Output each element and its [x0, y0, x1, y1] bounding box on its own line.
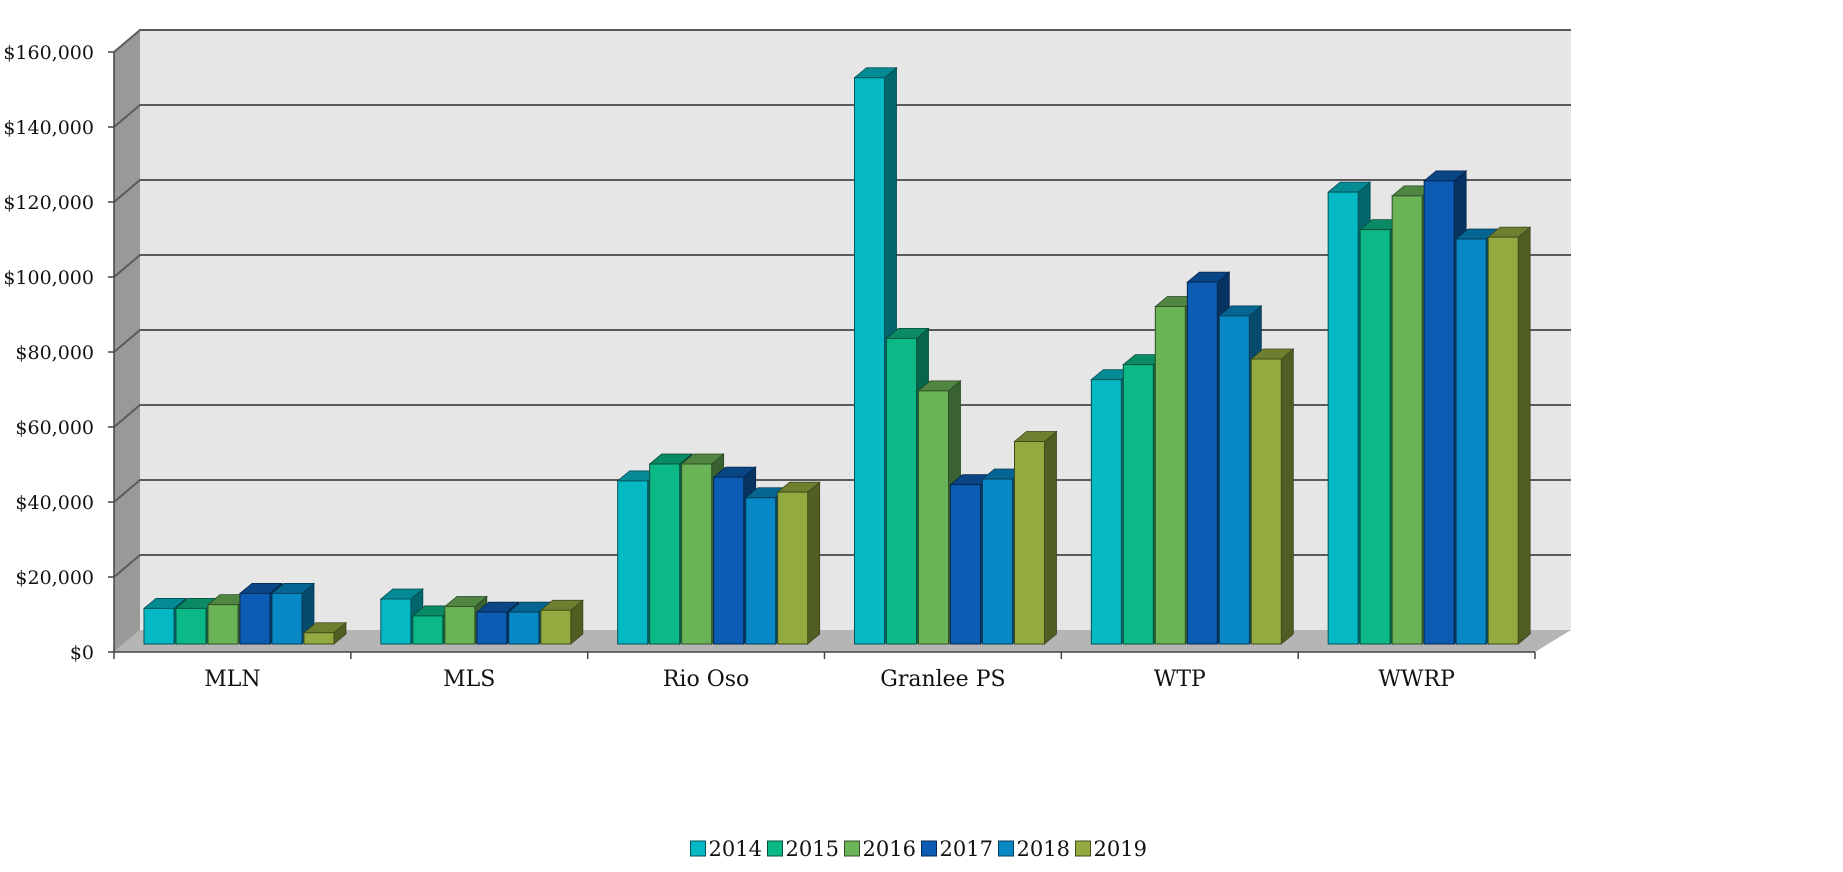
legend-label: 2018 [1017, 837, 1070, 861]
bar [1455, 228, 1500, 645]
x-tick-label: Granlee PS [880, 667, 1005, 692]
bar-front [380, 598, 412, 645]
bar [302, 621, 348, 645]
legend-item: 2019 [1075, 837, 1147, 861]
bar-front [982, 478, 1013, 645]
bar-front [1154, 306, 1186, 645]
legend-label: 2016 [863, 837, 916, 861]
y-tick-label: $20,000 [15, 567, 94, 589]
x-tick-label: Rio Oso [663, 667, 749, 692]
legend-swatch [690, 840, 706, 857]
bar-front [918, 390, 949, 645]
bar-front [1487, 236, 1519, 645]
y-tick-label: $140,000 [3, 117, 94, 139]
bar [1487, 226, 1532, 645]
bar-front [1423, 180, 1455, 645]
gridline [113, 254, 1571, 278]
legend-item: 2018 [998, 837, 1070, 861]
bar-front [1186, 281, 1218, 645]
bar [1013, 430, 1058, 645]
legend-swatch [767, 840, 783, 857]
legend-swatch [998, 840, 1014, 857]
bar-front [1359, 229, 1391, 645]
legend-item: 2014 [690, 837, 762, 861]
bar-front [681, 463, 713, 645]
legend-swatch [844, 840, 860, 857]
x-tick-label: MLN [204, 667, 260, 692]
y-tick-label: $120,000 [3, 192, 94, 214]
bar-front [540, 609, 572, 645]
y-tick-label: $0 [70, 642, 94, 664]
bar-front [1090, 379, 1122, 645]
gridline [113, 104, 1571, 128]
x-tick-label: WWRP [1378, 667, 1455, 692]
legend-item: 2017 [921, 837, 993, 861]
legend-label: 2019 [1094, 837, 1147, 861]
y-tick-label: $40,000 [15, 492, 94, 514]
gridline [113, 329, 1571, 353]
bar-front [412, 615, 444, 645]
legend-item: 2015 [767, 837, 839, 861]
y-tick-label: $160,000 [3, 42, 94, 64]
gridline [113, 29, 1571, 53]
bar [270, 582, 316, 645]
bar-side [1044, 430, 1057, 645]
legend-item: 2016 [844, 837, 916, 861]
legend: 2014 2015 2016 2017 2018 2019 [690, 837, 1147, 861]
bar [539, 599, 584, 645]
bars [142, 66, 1532, 645]
legend-label: 2014 [709, 837, 762, 861]
bar-front [508, 611, 540, 645]
bar-front [1250, 358, 1282, 645]
y-tick-label: $80,000 [15, 342, 94, 364]
bar-front [1455, 238, 1487, 645]
legend-swatch [1075, 840, 1091, 857]
bar-front [303, 632, 335, 645]
bar-side [1280, 348, 1294, 645]
bar-front [207, 604, 239, 645]
legend-swatch [921, 840, 937, 857]
bar-front [1391, 195, 1423, 645]
bar [1250, 348, 1295, 645]
bar-front [1122, 364, 1154, 645]
bar-front [476, 611, 508, 645]
bar-front [950, 484, 981, 645]
x-tick-label: WTP [1154, 667, 1206, 692]
bar-front [854, 77, 885, 645]
bar-front [143, 607, 175, 645]
bar-front [886, 337, 917, 645]
bar-front [271, 592, 303, 645]
legend-label: 2017 [940, 837, 993, 861]
bar-front [239, 592, 271, 645]
bar [776, 481, 821, 645]
bar-front [713, 476, 745, 645]
bar-front [444, 606, 476, 645]
gridline [113, 179, 1571, 203]
y-tick-label: $100,000 [3, 267, 94, 289]
bar-front [1327, 191, 1359, 645]
bar-side [1517, 226, 1531, 645]
bar-front [649, 463, 681, 645]
bar-front [175, 607, 207, 645]
y-tick-label: $60,000 [15, 417, 94, 439]
axes: $0 $20,000 $40,000 $60,000 $80,000 $100,000 $1… [3, 42, 1536, 692]
legend-label: 2015 [786, 837, 839, 861]
bar-front [617, 480, 649, 645]
gridlines [113, 29, 1571, 578]
bar-front [777, 491, 809, 645]
x-tick-label: MLS [443, 667, 495, 692]
bar-front [1014, 441, 1045, 645]
bar-side [807, 481, 821, 645]
bar-front [1218, 315, 1250, 645]
bar-front [745, 497, 777, 645]
